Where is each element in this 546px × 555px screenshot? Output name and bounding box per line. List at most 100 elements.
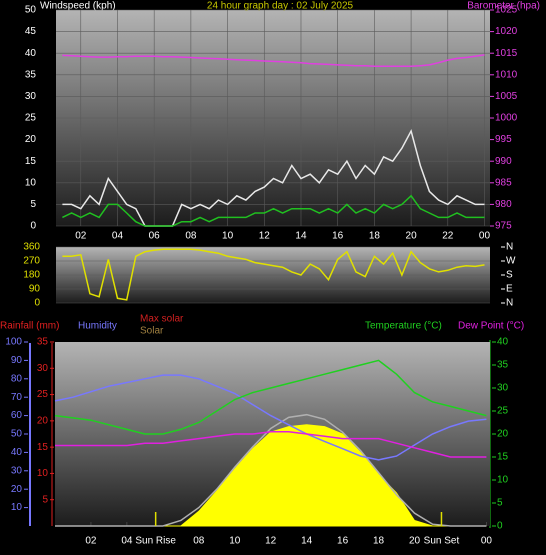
y-tick-label: 30 [25,91,37,102]
x-tick-label: 10 [229,536,241,547]
y2-tick-label: 980 [495,199,512,210]
y-tick-label: 50 [25,5,37,16]
y-tick-label: 20 [25,134,37,145]
y-tick-label: 100 [5,337,22,348]
x-tick-label: 02 [75,231,87,242]
y-tick-label: 10 [25,177,37,188]
x-tick-label: 12 [265,536,277,547]
y2-tick-label: 40 [497,337,509,348]
title: 24 hour graph day : 02 July 2025 [207,1,354,12]
y-tick-label: 90 [11,355,23,366]
y-tick-label: 270 [23,256,40,267]
x-tick-label: 20 [406,231,418,242]
y-tick-label: 70 [11,392,23,403]
y4-tick-label: 5 [42,494,48,505]
line [62,194,485,227]
x-tick-label: 00 [479,231,491,242]
y2-tick-label: 30 [497,383,509,394]
annotation: Sun Rise [135,536,176,547]
legend-entry: Humidity [78,321,117,332]
x-tick-label: 06 [149,231,161,242]
y-tick-label: 30 [11,465,23,476]
legend-entry: Max solar [140,314,184,325]
y-tick-label: 0 [30,221,36,232]
x-tick-label: 14 [295,231,307,242]
legend-entry: Dew Point (°C) [458,321,524,332]
x-tick-label: 08 [193,536,205,547]
y4-tick-label: 10 [37,468,49,479]
legend-entry: Solar [140,326,164,337]
y4-tick-label: 35 [37,337,49,348]
x-tick-label: 18 [369,231,381,242]
y4-tick-label: 30 [37,363,49,374]
y-tick-label: 45 [25,26,37,37]
y2-tick-label: 35 [497,360,509,371]
y-tick-label: 80 [11,373,23,384]
y-tick-label: 20 [11,484,23,495]
y-tick-label: 60 [11,410,23,421]
y2-tick-label: 0 [497,521,503,532]
y2-tick-label: N [506,242,513,253]
y2-tick-label: 1010 [495,69,518,80]
x-tick-label: 16 [332,231,344,242]
x-tick-label: 20 [409,536,421,547]
y2-tick-label: 5 [497,498,503,509]
y2-tick-label: N [506,298,513,309]
y2-tick-label: 20 [497,429,509,440]
y2-tick-label: 995 [495,134,512,145]
y-label: Windspeed (kph) [40,1,116,12]
y2-tick-label: 990 [495,156,512,167]
x-tick-label: 08 [185,231,197,242]
y2-tick-label: W [506,256,516,267]
y-tick-label: 40 [25,48,37,59]
line [62,54,485,67]
x-tick-label: 10 [222,231,234,242]
line [55,430,487,458]
y-tick-label: 40 [11,447,23,458]
y2-tick-label: 10 [497,475,509,486]
y2-label: Barometer (hpa) [467,1,540,12]
y2-tick-label: 1005 [495,91,518,102]
y2-tick-label: 1020 [495,26,518,37]
y4-tick-label: 20 [37,415,49,426]
x-tick-label: 12 [259,231,271,242]
annotation: Sun Set [424,536,460,547]
y-tick-label: 35 [25,69,37,80]
y-tick-label: 90 [29,284,41,295]
line [54,374,487,461]
y2-tick-label: 985 [495,177,512,188]
y2-tick-label: E [506,284,513,295]
x-tick-label: 02 [85,536,97,547]
y2-tick-label: 1015 [495,48,518,59]
y2-tick-label: 1000 [495,113,518,124]
y-tick-label: 360 [23,242,40,253]
y-tick-label: 50 [11,429,23,440]
y2-tick-label: 975 [495,221,512,232]
y-tick-label: 25 [25,113,37,124]
y-tick-label: 10 [11,502,23,513]
y4-label: Rainfall (mm) [0,321,59,332]
y4-tick-label: 25 [37,389,49,400]
x-tick-label: 14 [301,536,313,547]
y2-tick-label: S [506,270,513,281]
line [55,413,487,527]
x-tick-label: 04 [112,231,124,242]
y-tick-label: 15 [25,156,37,167]
x-tick-label: 16 [337,536,349,547]
y2-tick-label: 25 [497,406,509,417]
x-tick-label: 22 [442,231,454,242]
line [62,248,485,301]
x-tick-label: 18 [373,536,385,547]
y-tick-label: 0 [34,298,40,309]
line [54,359,487,435]
y2-tick-label: 15 [497,452,509,463]
line [62,128,485,227]
y-tick-label: 5 [30,199,36,210]
y-tick-label: 180 [23,270,40,281]
y2-tick-label: 1025 [495,5,518,16]
x-tick-label: 04 [121,536,133,547]
x-tick-label: 00 [481,536,493,547]
legend-entry: Temperature (°C) [365,321,442,332]
y4-tick-label: 15 [37,442,49,453]
